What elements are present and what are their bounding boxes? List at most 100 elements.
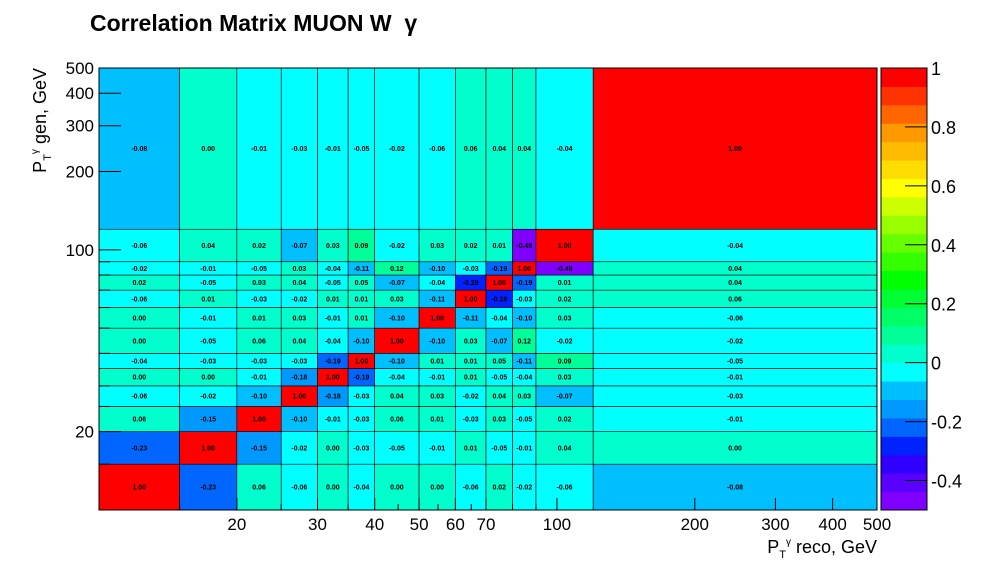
cell-value-label: 0.03	[558, 315, 572, 322]
cell-value-label: 0.05	[355, 280, 369, 287]
colorbar-frame	[880, 67, 928, 511]
cell-value-label: 0.03	[430, 243, 444, 250]
cell-value-label: -0.05	[389, 445, 405, 452]
cell-value-label: -0.02	[131, 266, 147, 273]
cell-value-label: 0.04	[558, 445, 572, 452]
cell-value-label: 1.00	[430, 315, 444, 322]
cell-value-label: 1.00	[326, 375, 340, 382]
cell-value-label: -0.19	[491, 266, 507, 273]
cell-value-label: -0.05	[200, 338, 216, 345]
cell-value-label: -0.06	[131, 296, 147, 303]
cell-value-label: -0.10	[251, 394, 267, 401]
heatmap-cell	[535, 431, 594, 465]
cell-value-label: 0.03	[390, 296, 404, 303]
cell-value-label: 0.03	[464, 338, 478, 345]
heatmap-cell	[535, 228, 594, 263]
heatmap-cell	[179, 67, 238, 230]
cell-value-label: 0.04	[201, 243, 215, 250]
colorbar-swatch	[881, 233, 927, 253]
cell-value-label: -0.03	[516, 296, 532, 303]
cell-value-label: 1.00	[355, 358, 369, 365]
cell-value-label: 0.03	[252, 280, 266, 287]
colorbar-tick-label: 0.4	[931, 236, 956, 256]
chart-title: Correlation Matrix MUON W γ	[90, 10, 418, 36]
x-tick-label: 300	[761, 515, 789, 534]
cell-value-label: 0.00	[201, 146, 215, 153]
cell-value-label: -0.05	[727, 358, 743, 365]
cell-value-label: -0.49	[516, 243, 532, 250]
heatmap-cell	[280, 67, 318, 230]
cell-value-label: -0.07	[291, 243, 307, 250]
cell-value-label: 0.02	[558, 417, 572, 424]
cell-value-label: -0.02	[516, 485, 532, 492]
heatmap-cell	[592, 463, 878, 511]
heatmap-cell	[98, 327, 180, 354]
cell-value-label: 1.00	[728, 146, 742, 153]
heatmap-cell	[455, 431, 487, 465]
x-tick-label: 50	[410, 515, 429, 534]
heatmap-cell	[592, 406, 878, 432]
heatmap-cell	[455, 228, 487, 263]
cell-value-label: -0.04	[325, 338, 341, 345]
colorbar: -0.4 -0.2 0 0.2 0.4 0.6 0.8 1	[880, 59, 962, 511]
heatmap-cell	[455, 67, 487, 230]
colorbar-swatch	[881, 491, 927, 511]
cell-value-label: 0.12	[517, 338, 531, 345]
colorbar-swatch	[881, 252, 927, 272]
heatmap-cell	[236, 406, 282, 432]
cell-value-label: -0.28	[463, 280, 479, 287]
cell-value-label: 0.00	[201, 375, 215, 382]
cell-value-label: -0.01	[325, 417, 341, 424]
cell-value-label: -0.11	[354, 266, 370, 273]
x-tick-label: 70	[477, 515, 496, 534]
cell-value-label: -0.05	[491, 375, 507, 382]
cell-value-label: -0.05	[251, 266, 267, 273]
cell-value-label: 1.00	[464, 296, 478, 303]
cell-value-label: -0.15	[200, 417, 216, 424]
cell-value-label: -0.03	[291, 358, 307, 365]
heatmap-cell	[592, 67, 878, 230]
cell-value-label: -0.07	[389, 280, 405, 287]
cell-value-label: 0.04	[293, 280, 307, 287]
colorbar-swatch	[881, 289, 927, 308]
cell-value-label: -0.10	[291, 417, 307, 424]
cell-value-label: -0.02	[389, 243, 405, 250]
cell-value-label: -0.02	[463, 394, 479, 401]
cell-value-label: -0.01	[727, 375, 743, 382]
colorbar-swatch	[881, 399, 927, 419]
heatmap-cell	[236, 67, 282, 230]
cell-value-label: 1.00	[201, 445, 215, 452]
cell-value-label: 0.06	[133, 417, 147, 424]
colorbar-swatch	[881, 104, 927, 124]
colorbar-swatch	[881, 86, 927, 106]
y-tick-label: 300	[66, 117, 94, 136]
colorbar-swatch	[881, 141, 927, 161]
cell-value-label: -0.02	[291, 445, 307, 452]
cell-value-label: -0.04	[557, 146, 573, 153]
cell-value-label: -0.03	[727, 394, 743, 401]
colorbar-swatch	[881, 270, 927, 290]
colorbar-swatch	[881, 473, 927, 493]
y-tick-label: 200	[66, 163, 94, 182]
cell-value-label: -0.23	[131, 445, 147, 452]
heatmap-cell	[535, 406, 594, 432]
x-axis: 20 30 40 50 60 70 100 200 300 400 500	[179, 498, 891, 534]
heatmap-cells	[98, 67, 878, 511]
cell-value-label: -0.04	[727, 243, 743, 250]
colorbar-swatch	[881, 454, 927, 474]
cell-value-label: 0.01	[355, 296, 369, 303]
cell-value-label: 0.00	[326, 485, 340, 492]
heatmap-cell	[535, 327, 594, 354]
cell-value-label: -0.19	[353, 375, 369, 382]
cell-value-label: 0.01	[464, 375, 478, 382]
cell-value-label: -0.02	[291, 296, 307, 303]
cell-value-label: 0.04	[492, 146, 506, 153]
cell-value-label: 1.00	[558, 243, 572, 250]
heatmap-cell	[485, 463, 513, 511]
cell-value-label: -0.11	[429, 296, 445, 303]
cell-value-label: -0.04	[353, 485, 369, 492]
y-axis: 20 100 200 300 400 500	[66, 59, 121, 465]
cell-value-label: 0.04	[517, 146, 531, 153]
heatmap-cell	[98, 67, 180, 230]
